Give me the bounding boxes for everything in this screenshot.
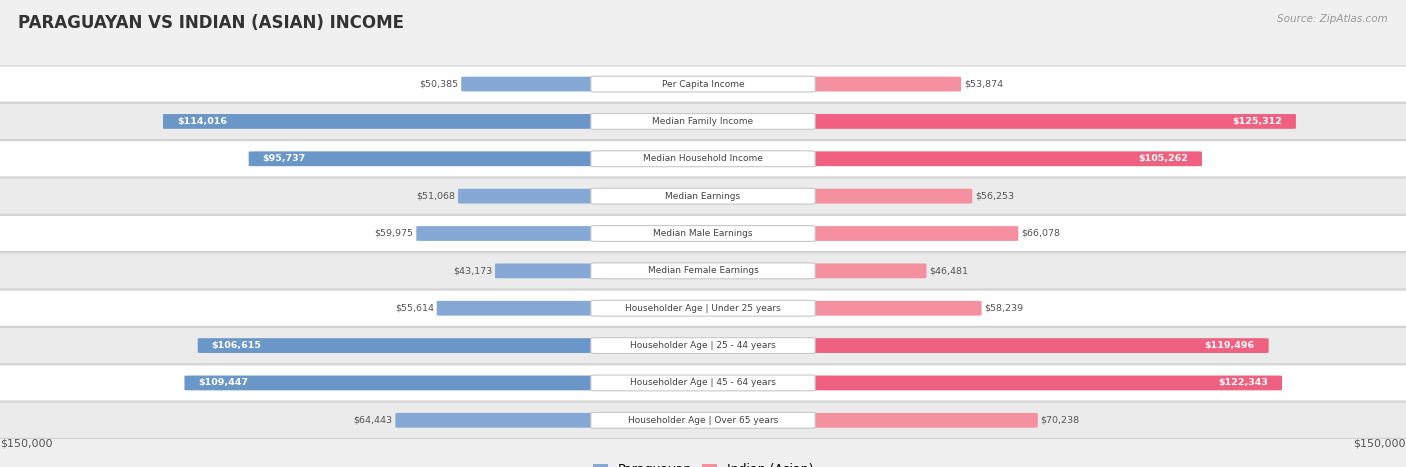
Text: $56,253: $56,253 — [976, 191, 1014, 201]
Text: $122,343: $122,343 — [1218, 378, 1268, 388]
Text: $55,614: $55,614 — [395, 304, 434, 313]
Text: $105,262: $105,262 — [1137, 154, 1188, 163]
Text: $109,447: $109,447 — [198, 378, 249, 388]
FancyBboxPatch shape — [0, 365, 1406, 401]
FancyBboxPatch shape — [0, 103, 1406, 140]
Text: $43,173: $43,173 — [453, 266, 492, 276]
FancyBboxPatch shape — [0, 327, 1406, 364]
FancyBboxPatch shape — [591, 338, 815, 354]
FancyBboxPatch shape — [591, 151, 815, 167]
FancyBboxPatch shape — [0, 66, 1406, 102]
FancyBboxPatch shape — [184, 375, 605, 390]
Text: $150,000: $150,000 — [0, 439, 52, 449]
FancyBboxPatch shape — [495, 263, 605, 278]
Text: $95,737: $95,737 — [263, 154, 307, 163]
Text: $119,496: $119,496 — [1205, 341, 1254, 350]
FancyBboxPatch shape — [801, 338, 1268, 353]
FancyBboxPatch shape — [0, 253, 1406, 289]
FancyBboxPatch shape — [0, 215, 1406, 252]
Text: $66,078: $66,078 — [1021, 229, 1060, 238]
Text: $64,443: $64,443 — [353, 416, 392, 425]
FancyBboxPatch shape — [163, 114, 605, 129]
FancyBboxPatch shape — [458, 189, 605, 204]
FancyBboxPatch shape — [591, 76, 815, 92]
FancyBboxPatch shape — [591, 113, 815, 129]
Text: PARAGUAYAN VS INDIAN (ASIAN) INCOME: PARAGUAYAN VS INDIAN (ASIAN) INCOME — [18, 14, 405, 32]
FancyBboxPatch shape — [591, 412, 815, 428]
FancyBboxPatch shape — [801, 375, 1282, 390]
FancyBboxPatch shape — [437, 301, 605, 316]
FancyBboxPatch shape — [801, 226, 1018, 241]
FancyBboxPatch shape — [395, 413, 605, 428]
Text: $50,385: $50,385 — [419, 79, 458, 89]
FancyBboxPatch shape — [801, 413, 1038, 428]
Text: Source: ZipAtlas.com: Source: ZipAtlas.com — [1277, 14, 1388, 24]
FancyBboxPatch shape — [801, 263, 927, 278]
FancyBboxPatch shape — [801, 77, 962, 92]
FancyBboxPatch shape — [801, 151, 1202, 166]
Text: Median Female Earnings: Median Female Earnings — [648, 266, 758, 276]
FancyBboxPatch shape — [591, 226, 815, 241]
FancyBboxPatch shape — [0, 402, 1406, 439]
Text: $59,975: $59,975 — [374, 229, 413, 238]
Text: Median Household Income: Median Household Income — [643, 154, 763, 163]
FancyBboxPatch shape — [801, 114, 1296, 129]
Text: $125,312: $125,312 — [1232, 117, 1282, 126]
FancyBboxPatch shape — [198, 338, 605, 353]
Text: Per Capita Income: Per Capita Income — [662, 79, 744, 89]
Text: Median Male Earnings: Median Male Earnings — [654, 229, 752, 238]
FancyBboxPatch shape — [249, 151, 605, 166]
FancyBboxPatch shape — [416, 226, 605, 241]
Text: $46,481: $46,481 — [929, 266, 969, 276]
FancyBboxPatch shape — [591, 375, 815, 391]
Text: Householder Age | Under 25 years: Householder Age | Under 25 years — [626, 304, 780, 313]
Text: $58,239: $58,239 — [984, 304, 1024, 313]
Text: $150,000: $150,000 — [1354, 439, 1406, 449]
FancyBboxPatch shape — [801, 189, 973, 204]
FancyBboxPatch shape — [0, 178, 1406, 214]
FancyBboxPatch shape — [0, 141, 1406, 177]
FancyBboxPatch shape — [591, 188, 815, 204]
FancyBboxPatch shape — [461, 77, 605, 92]
Text: $53,874: $53,874 — [965, 79, 1002, 89]
Text: Householder Age | Over 65 years: Householder Age | Over 65 years — [628, 416, 778, 425]
Legend: Paraguayan, Indian (Asian): Paraguayan, Indian (Asian) — [588, 458, 818, 467]
Text: $114,016: $114,016 — [177, 117, 228, 126]
FancyBboxPatch shape — [591, 263, 815, 279]
Text: $70,238: $70,238 — [1040, 416, 1080, 425]
Text: $106,615: $106,615 — [212, 341, 262, 350]
Text: Householder Age | 25 - 44 years: Householder Age | 25 - 44 years — [630, 341, 776, 350]
FancyBboxPatch shape — [591, 300, 815, 316]
Text: $51,068: $51,068 — [416, 191, 456, 201]
Text: Householder Age | 45 - 64 years: Householder Age | 45 - 64 years — [630, 378, 776, 388]
Text: Median Family Income: Median Family Income — [652, 117, 754, 126]
Text: Median Earnings: Median Earnings — [665, 191, 741, 201]
FancyBboxPatch shape — [801, 301, 981, 316]
FancyBboxPatch shape — [0, 290, 1406, 326]
